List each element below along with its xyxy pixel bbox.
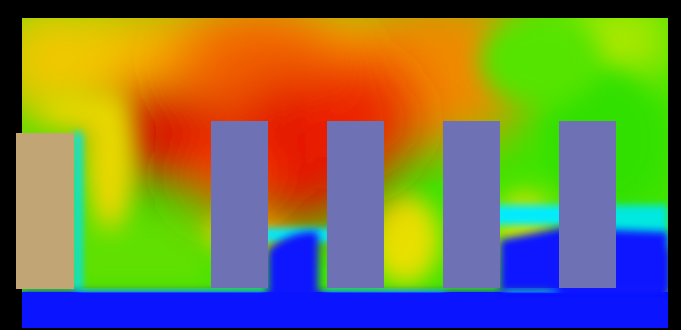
obstacle-1 <box>211 121 268 288</box>
obstacle-2 <box>327 121 384 288</box>
field-halo <box>40 90 135 230</box>
obstacle-4 <box>559 121 616 288</box>
obstacle-group <box>211 121 616 288</box>
inlet-block <box>16 133 74 289</box>
bottom-margin <box>0 330 681 335</box>
obstacle-3 <box>443 121 500 288</box>
